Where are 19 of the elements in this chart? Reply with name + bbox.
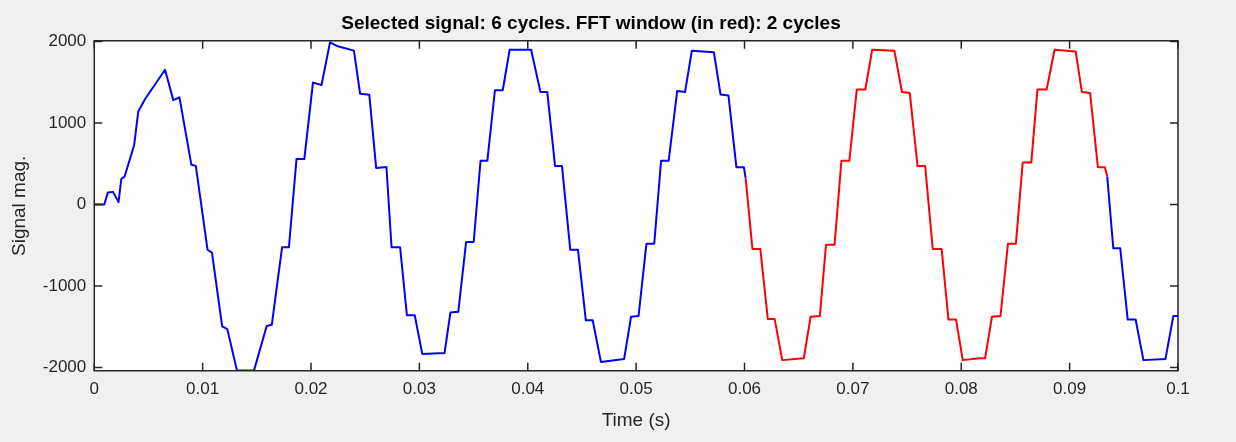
x-tick-label: 0.08 xyxy=(944,378,978,398)
x-tick-label: 0.01 xyxy=(186,378,220,398)
x-tick-label: 0.1 xyxy=(1166,378,1190,398)
x-tick-label: 0.09 xyxy=(1053,378,1087,398)
y-tick-label: 1000 xyxy=(48,112,87,132)
x-tick-label: 0.03 xyxy=(402,378,436,398)
chart-title: Selected signal: 6 cycles. FFT window (in red): 2 cycles xyxy=(341,11,841,33)
y-axis-title: Signal mag. xyxy=(7,155,29,256)
y-tick-label: 2000 xyxy=(48,31,87,51)
x-axis-title: Time (s) xyxy=(601,408,671,430)
y-tick-label: 0 xyxy=(76,194,87,214)
x-tick-label: 0.05 xyxy=(619,378,653,398)
x-tick-label: 0.07 xyxy=(836,378,870,398)
x-tick-label: 0.04 xyxy=(511,378,545,398)
y-tick-label: -1000 xyxy=(42,275,87,295)
x-tick-label: 0.06 xyxy=(727,378,762,398)
x-tick-label: 0 xyxy=(89,378,100,398)
y-tick-label: -2000 xyxy=(42,357,87,377)
x-tick-label: 0.02 xyxy=(294,378,328,398)
